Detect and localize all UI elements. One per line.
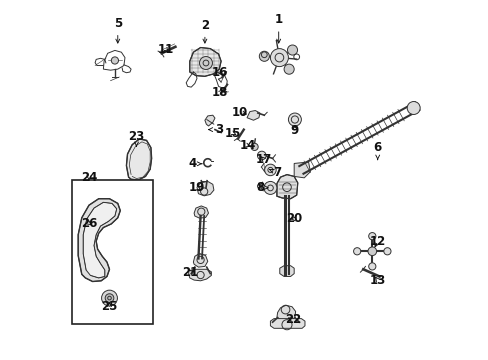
Polygon shape [279, 266, 294, 276]
Polygon shape [188, 269, 211, 281]
Text: 18: 18 [211, 86, 228, 99]
Text: 20: 20 [285, 212, 302, 225]
Text: 11: 11 [158, 43, 174, 56]
Circle shape [111, 57, 118, 64]
Text: 24: 24 [81, 171, 97, 184]
Polygon shape [194, 206, 208, 218]
Text: 23: 23 [128, 130, 144, 146]
Circle shape [284, 64, 294, 74]
Circle shape [102, 290, 117, 306]
Circle shape [250, 143, 258, 150]
Circle shape [368, 263, 375, 270]
Circle shape [270, 49, 288, 67]
Circle shape [353, 248, 360, 255]
Text: 4: 4 [188, 157, 202, 170]
Text: 15: 15 [224, 127, 241, 140]
Text: 16: 16 [211, 66, 228, 78]
Polygon shape [126, 139, 151, 180]
Polygon shape [270, 319, 305, 328]
Circle shape [257, 151, 265, 160]
Text: 10: 10 [232, 106, 248, 119]
Text: 12: 12 [369, 235, 385, 248]
Polygon shape [276, 305, 295, 321]
Text: 9: 9 [290, 124, 299, 137]
Text: 5: 5 [113, 17, 122, 43]
Circle shape [259, 51, 269, 61]
Polygon shape [78, 199, 120, 282]
Circle shape [383, 248, 390, 255]
Text: 8: 8 [256, 181, 267, 194]
Bar [72, 180, 152, 324]
Text: 25: 25 [101, 300, 118, 313]
Polygon shape [197, 181, 213, 196]
Circle shape [287, 45, 297, 55]
Text: 2: 2 [201, 19, 208, 43]
Text: 21: 21 [181, 266, 198, 279]
Circle shape [264, 164, 276, 176]
Polygon shape [276, 175, 297, 199]
Polygon shape [193, 253, 207, 267]
Circle shape [105, 294, 114, 302]
Polygon shape [189, 48, 221, 76]
Polygon shape [246, 111, 260, 120]
Text: 22: 22 [285, 313, 301, 326]
Polygon shape [294, 162, 310, 178]
Text: 17: 17 [256, 153, 272, 166]
Text: 6: 6 [373, 141, 381, 160]
Circle shape [367, 247, 376, 256]
Circle shape [368, 233, 375, 240]
Text: 26: 26 [81, 217, 97, 230]
Text: 1: 1 [274, 13, 282, 43]
Circle shape [407, 102, 419, 114]
Text: 13: 13 [369, 274, 385, 287]
Circle shape [264, 181, 276, 194]
Polygon shape [83, 202, 117, 278]
Text: 14: 14 [239, 139, 255, 152]
Text: 3: 3 [208, 123, 223, 136]
Circle shape [288, 113, 301, 126]
Text: 7: 7 [269, 166, 281, 179]
Circle shape [199, 57, 212, 69]
Text: 19: 19 [188, 181, 205, 194]
Polygon shape [204, 115, 215, 126]
